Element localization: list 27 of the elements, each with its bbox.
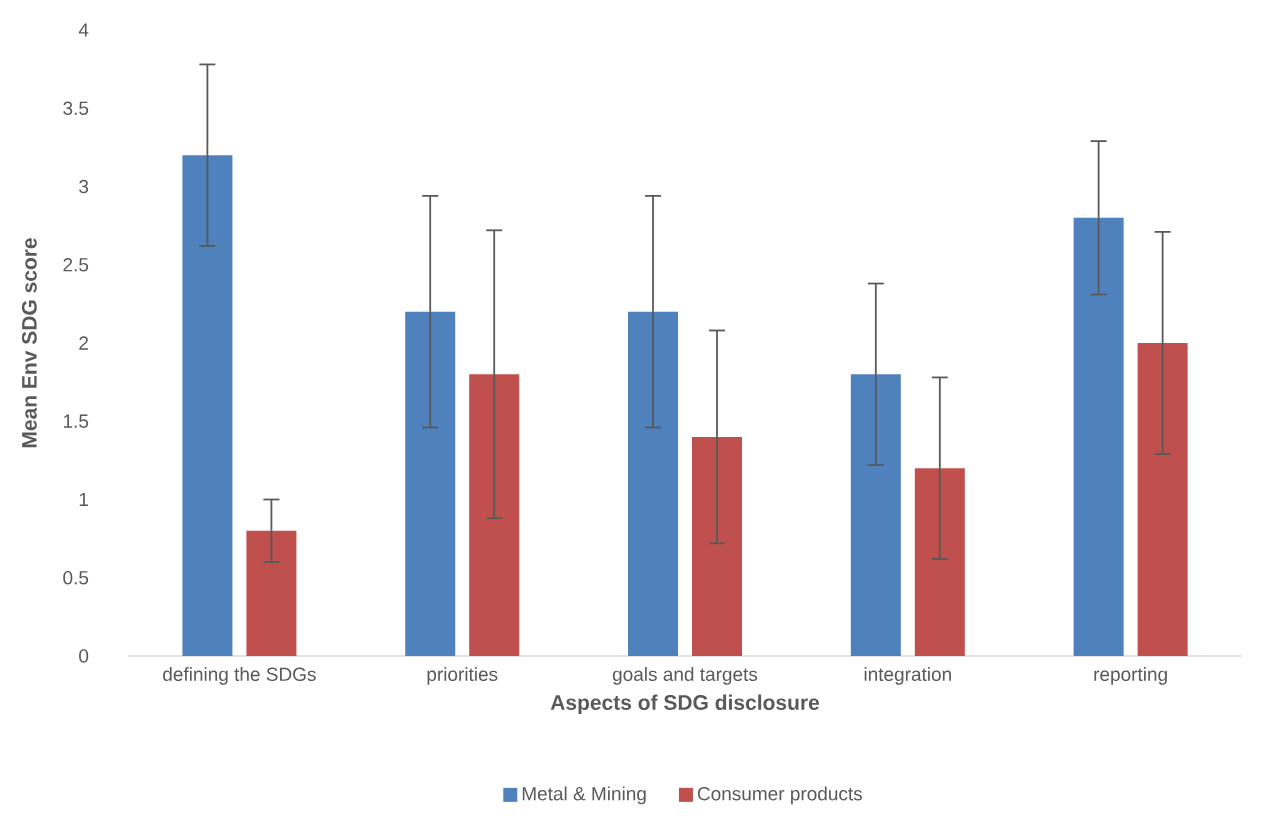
bar — [1137, 343, 1188, 656]
y-tick-label: 2 — [79, 336, 88, 350]
bar — [692, 436, 743, 656]
x-tick-label: goals and targets — [612, 667, 758, 685]
x-tick-label: integration — [864, 667, 951, 685]
bar — [1073, 217, 1124, 656]
y-tick-label: 1.5 — [63, 414, 89, 428]
bar — [405, 311, 456, 656]
x-tick-label: defining the SDGs — [163, 667, 316, 685]
y-tick-label: 3 — [79, 179, 89, 194]
bar — [628, 311, 679, 656]
bar — [850, 374, 901, 656]
bar — [914, 468, 965, 656]
y-tick-label: 2.5 — [63, 258, 89, 272]
y-tick-label: 0.5 — [63, 571, 89, 585]
bar — [246, 530, 297, 656]
y-tick-label: 3.5 — [63, 101, 89, 115]
x-tick-label: reporting — [1094, 667, 1167, 685]
y-axis-title: Mean Env SDG score — [21, 238, 37, 448]
x-axis-title: Aspects of SDG disclosure — [550, 694, 820, 715]
y-tick-label: 0 — [79, 649, 89, 663]
y-tick-label: 1 — [79, 492, 88, 507]
x-tick-label: priorities — [427, 667, 498, 685]
bar — [182, 155, 233, 656]
legend-label: Consumer products — [697, 786, 863, 805]
legend-label: Metal & Mining — [522, 786, 646, 805]
y-tick-label: 4 — [78, 23, 89, 37]
